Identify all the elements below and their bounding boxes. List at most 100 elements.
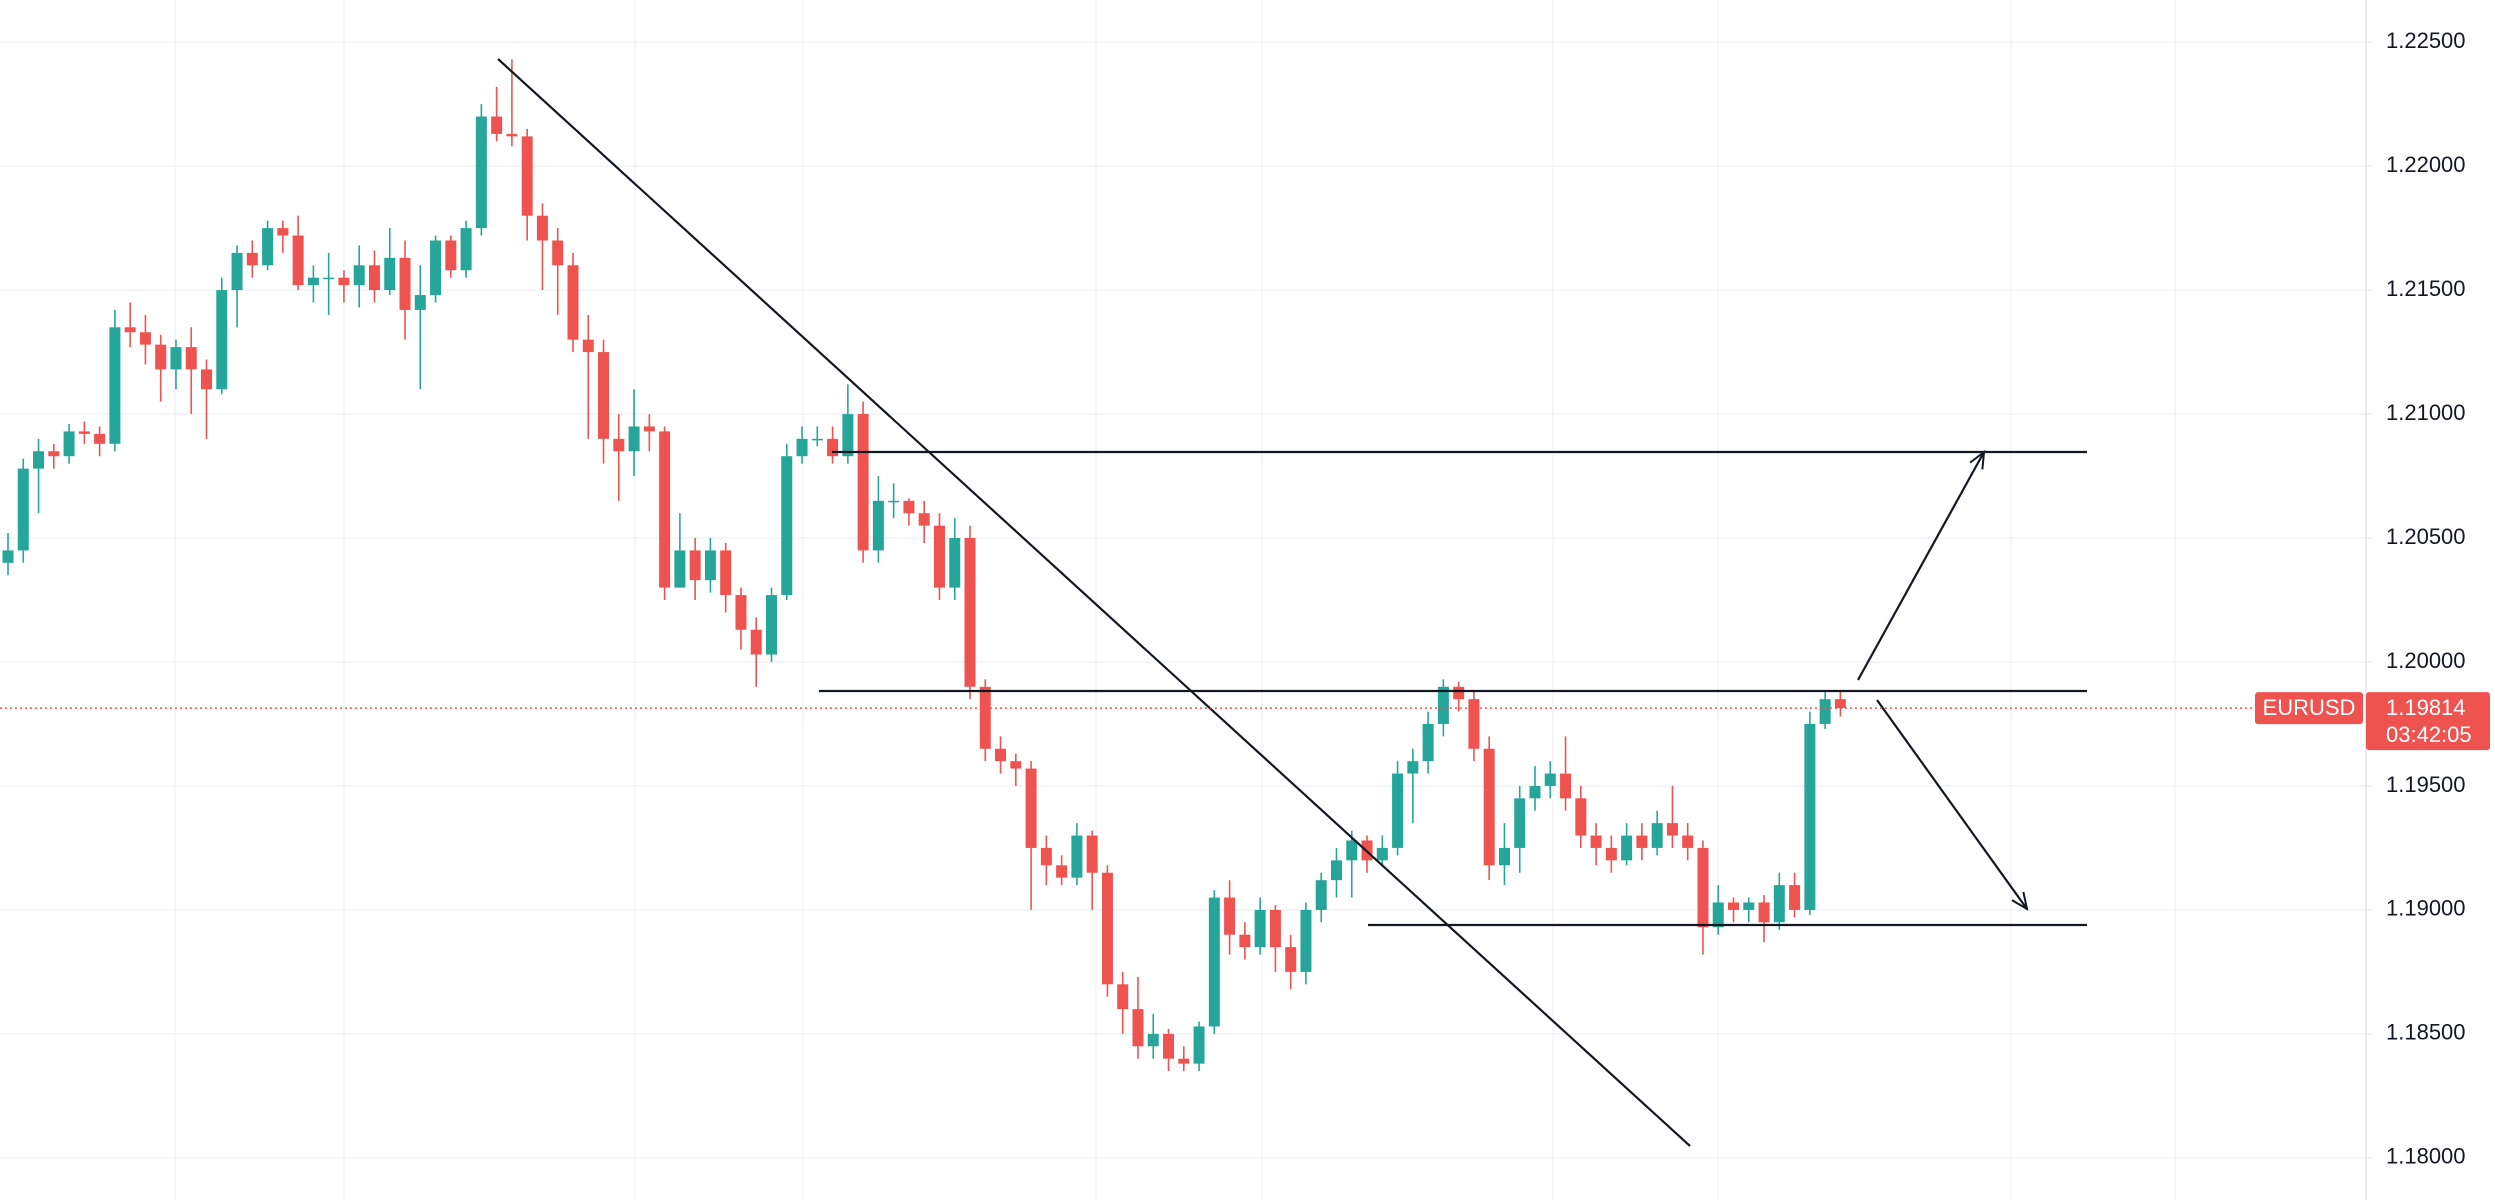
candle-body xyxy=(918,513,930,526)
candle-body xyxy=(735,595,747,630)
candle-body xyxy=(552,240,564,266)
candle-body xyxy=(1498,847,1510,866)
candle-body xyxy=(1605,847,1617,861)
candle-body xyxy=(766,595,777,655)
candle-body xyxy=(170,347,182,370)
candle-body xyxy=(1071,835,1083,878)
candle-body xyxy=(399,257,411,310)
candle-body xyxy=(949,538,961,588)
candle-body xyxy=(185,347,197,370)
candle-body xyxy=(1086,835,1098,873)
grid xyxy=(0,0,2366,1200)
y-tick-label: 1.20500 xyxy=(2386,524,2466,549)
candle-body xyxy=(995,748,1007,762)
candle-body xyxy=(1819,699,1831,724)
candle-body xyxy=(246,252,258,266)
candle-body xyxy=(659,431,671,588)
candle-body xyxy=(109,327,121,444)
candle-body xyxy=(1392,773,1404,848)
candle-body xyxy=(460,228,472,271)
candle-body xyxy=(796,438,808,457)
candle-body xyxy=(628,426,640,452)
candle-body xyxy=(1346,840,1358,861)
price-tag xyxy=(2366,692,2490,751)
candle-body xyxy=(1773,885,1785,923)
y-tick-label: 1.20000 xyxy=(2386,648,2466,673)
candle-body xyxy=(1453,686,1465,700)
candle-body xyxy=(689,550,701,581)
candle-body xyxy=(643,426,655,432)
candle-body xyxy=(857,414,869,551)
candle-body xyxy=(33,451,45,469)
candle-body xyxy=(872,500,884,551)
y-tick-label: 1.21000 xyxy=(2386,400,2466,425)
symbol-tag xyxy=(2255,692,2363,725)
candle-body xyxy=(1682,835,1694,848)
candle-body xyxy=(1178,1058,1190,1064)
candle-body xyxy=(842,414,854,457)
trend-line xyxy=(497,58,1691,1147)
candle-body xyxy=(262,228,274,266)
candle-body xyxy=(613,438,625,452)
candle-body xyxy=(1529,785,1541,799)
candles xyxy=(2,59,1846,1072)
candle-body xyxy=(1514,798,1526,848)
candle-body xyxy=(536,215,548,241)
candle-body xyxy=(491,116,503,134)
candle-body xyxy=(888,500,900,503)
candle-body xyxy=(1376,847,1388,861)
candle-body xyxy=(1239,934,1251,948)
candle-body xyxy=(598,352,610,439)
candle-body xyxy=(1025,768,1037,848)
candle-body xyxy=(1544,773,1556,786)
candle-body xyxy=(1560,773,1572,799)
countdown-label: 03:42:05 xyxy=(2386,722,2472,747)
y-tick-label: 1.18500 xyxy=(2386,1020,2466,1045)
y-tick-label: 1.18000 xyxy=(2386,1144,2466,1169)
candle-body xyxy=(445,240,457,271)
candle-body xyxy=(1590,835,1602,848)
candle-body xyxy=(1056,865,1068,878)
drawings xyxy=(497,58,2087,1147)
candle-body xyxy=(307,277,319,286)
candle-body xyxy=(94,433,106,444)
candle-body xyxy=(1468,699,1480,749)
candle-body xyxy=(1636,835,1648,848)
candle-body xyxy=(1101,872,1113,985)
candle-body xyxy=(1712,902,1724,928)
y-tick-label: 1.19500 xyxy=(2386,772,2466,797)
candle-body xyxy=(124,327,136,333)
price-axis: 1.18000 1.18500 1.19000 1.19500 1.20000 1.205… xyxy=(2366,28,2466,1169)
candle-body xyxy=(979,686,991,749)
candle-body xyxy=(1224,897,1236,935)
candle-body xyxy=(1575,798,1587,836)
candle-body xyxy=(720,550,732,596)
candle-body xyxy=(1254,909,1266,948)
candle-body xyxy=(1147,1033,1159,1047)
candle-body xyxy=(78,431,90,434)
candle-body xyxy=(750,629,762,655)
up-arrow xyxy=(1857,452,1984,681)
y-tick-label: 1.22500 xyxy=(2386,28,2466,53)
candle-body xyxy=(1330,860,1342,881)
candle-body xyxy=(1834,699,1846,709)
candle-body xyxy=(384,257,396,291)
candle-body xyxy=(1483,748,1495,866)
candle-body xyxy=(827,438,839,457)
candle-body xyxy=(323,277,335,280)
y-tick-label: 1.22000 xyxy=(2386,152,2466,177)
candle-body xyxy=(964,538,976,687)
candle-body xyxy=(414,295,426,310)
candle-body xyxy=(139,332,151,345)
candle-body xyxy=(1010,761,1022,769)
candle-body xyxy=(1300,909,1312,972)
candle-body xyxy=(338,277,350,286)
candle-body xyxy=(277,228,289,236)
candle-body xyxy=(1163,1033,1175,1059)
candle-body xyxy=(674,550,686,588)
candle-body xyxy=(704,550,716,581)
candle-body xyxy=(1666,823,1678,836)
candle-body xyxy=(2,550,14,563)
